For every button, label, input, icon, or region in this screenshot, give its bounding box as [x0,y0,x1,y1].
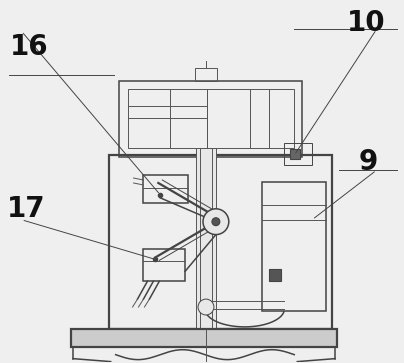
Circle shape [212,218,220,226]
Bar [290,149,300,159]
Text: 10: 10 [347,9,385,37]
Bar [109,155,332,329]
Bar [269,269,282,281]
Bar [143,249,185,281]
Bar [195,68,217,81]
Bar [207,89,294,148]
Bar [196,148,216,332]
Bar [119,81,302,157]
Bar [143,175,188,203]
Text: 16: 16 [9,33,48,61]
Bar [261,182,326,311]
Circle shape [203,209,229,234]
Circle shape [198,299,214,315]
Text: 17: 17 [6,195,45,223]
Bar [284,143,312,165]
Text: 9: 9 [359,148,378,176]
Bar [71,329,337,347]
Bar [128,89,207,148]
